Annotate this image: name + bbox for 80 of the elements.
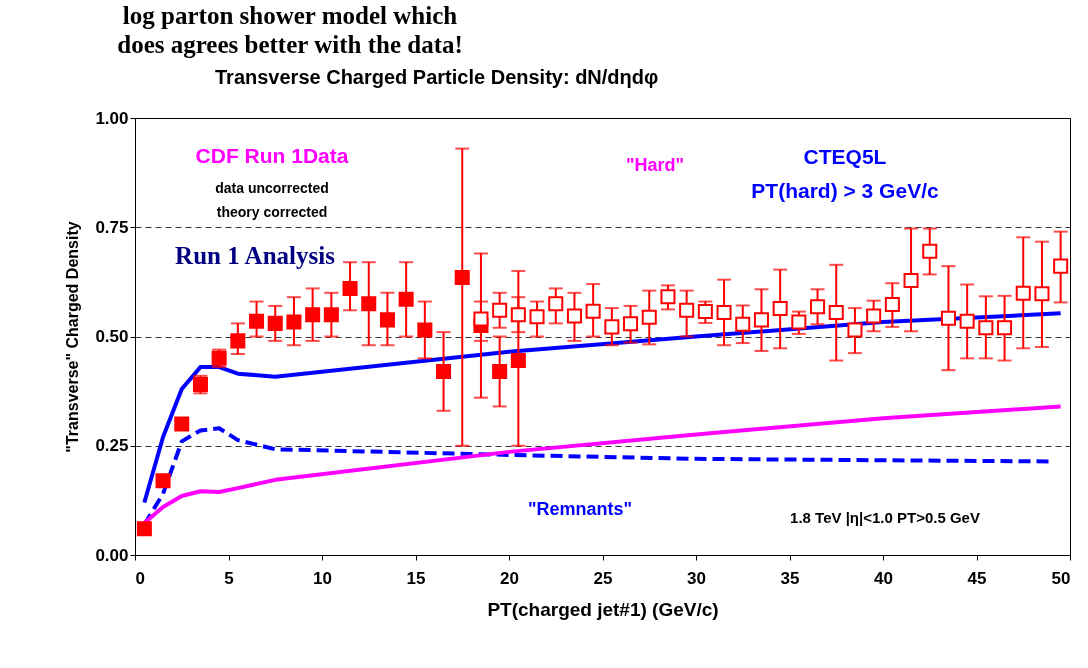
- x-tick-label: 25: [593, 568, 613, 588]
- x-tick-label: 5: [224, 568, 234, 588]
- annotation: theory corrected: [216, 204, 328, 220]
- point: [267, 315, 283, 331]
- point: [866, 308, 882, 324]
- point: [828, 304, 844, 320]
- point: [230, 333, 246, 349]
- point: [454, 269, 470, 286]
- x-tick-label: 20: [500, 568, 519, 588]
- point: [641, 309, 657, 325]
- point: [548, 296, 564, 312]
- annotation: CDF Run 1Data: [195, 144, 349, 167]
- point: [398, 291, 414, 307]
- x-tick-label: 40: [874, 568, 893, 588]
- point: [623, 316, 639, 332]
- point: [566, 308, 582, 324]
- point: [997, 320, 1013, 336]
- x-tick-label: 50: [1051, 568, 1071, 588]
- point: [305, 307, 321, 323]
- chart-title: Transverse Charged Particle Density: dN/dηdφ: [215, 66, 659, 88]
- point: [697, 304, 713, 320]
- point: [716, 304, 732, 320]
- point: [492, 363, 508, 379]
- x-tick-label: 0: [135, 568, 145, 588]
- point: [174, 416, 190, 432]
- point: [753, 312, 769, 328]
- y-tick-label: 0.75: [95, 217, 129, 237]
- point: [436, 363, 452, 379]
- text: does agrees better with the data!: [117, 31, 463, 58]
- point: [679, 302, 695, 318]
- point: [510, 307, 526, 323]
- point: [492, 302, 508, 318]
- point: [286, 314, 302, 330]
- x-tick-label: 30: [687, 568, 706, 588]
- point: [1015, 285, 1031, 301]
- x-tick-label: 15: [406, 568, 426, 588]
- y-tick-label: 0.00: [95, 545, 129, 565]
- x-axis-title: PT(charged jet#1) (GeV/c): [487, 598, 719, 620]
- point: [323, 307, 339, 323]
- point: [791, 314, 807, 330]
- point: [959, 313, 975, 329]
- x-tick-label: 45: [967, 568, 987, 588]
- annotation: PT(hard) > 3 GeV/c: [751, 179, 939, 202]
- annotation: Run 1 Analysis: [175, 242, 336, 269]
- x-tick-label: 35: [780, 568, 800, 588]
- point: [249, 313, 265, 329]
- point: [342, 280, 358, 296]
- point: [847, 322, 863, 338]
- point: [922, 243, 938, 259]
- point: [735, 316, 751, 332]
- annotation: 1.8 TeV |η|<1.0 PT>0.5 GeV: [790, 509, 980, 526]
- point: [585, 303, 601, 319]
- y-tick-label: 1.00: [95, 108, 129, 128]
- point: [473, 311, 489, 327]
- point: [510, 353, 526, 369]
- point: [155, 473, 171, 489]
- annotation: CTEQ5L: [803, 145, 887, 168]
- y-axis-title: "Transverse" Charged Density: [64, 221, 82, 453]
- annotation: "Remnants": [527, 499, 633, 519]
- point: [810, 299, 826, 315]
- point: [379, 312, 395, 328]
- point: [903, 273, 919, 289]
- point: [978, 320, 994, 336]
- point: [604, 319, 620, 335]
- point: [940, 310, 956, 326]
- point: [136, 521, 152, 537]
- point: [417, 322, 433, 338]
- point: [660, 289, 676, 305]
- annotation: data uncorrected: [215, 180, 329, 196]
- y-tick-label: 0.25: [95, 436, 129, 456]
- y-tick-label: 0.50: [95, 327, 129, 346]
- point: [529, 309, 545, 325]
- annotation: "Hard": [625, 155, 685, 175]
- text: log parton shower model which: [122, 2, 458, 29]
- x-tick-label: 10: [313, 568, 332, 588]
- point: [1053, 258, 1069, 274]
- point: [361, 296, 377, 312]
- point: [1034, 286, 1050, 302]
- point: [884, 297, 900, 313]
- point: [772, 301, 788, 317]
